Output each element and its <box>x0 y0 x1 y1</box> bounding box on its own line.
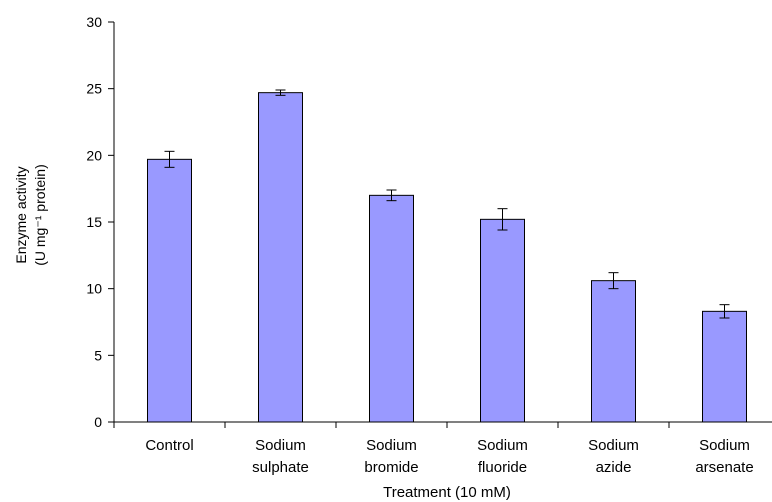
x-category-label-3-line-1: fluoride <box>478 459 527 476</box>
y-tick-label-6: 30 <box>86 14 102 30</box>
error-bar-4 <box>608 272 619 290</box>
x-category-label-5-line-0: Sodium <box>699 437 750 454</box>
x-category-label-4-line-1: azide <box>596 459 632 476</box>
x-category-label-2-line-1: bromide <box>364 459 418 476</box>
y-tick-label-4: 20 <box>86 147 102 163</box>
x-categories: Control Sodium sulphate Sodium bromide Sodium… <box>145 437 753 476</box>
error-bars <box>164 89 730 319</box>
y-axis-title: Enzyme activity (U mg⁻¹ protein) <box>13 164 48 266</box>
bar-0 <box>147 158 192 423</box>
y-tick-label-2: 10 <box>86 281 102 297</box>
bar-2 <box>369 194 414 423</box>
error-bar-5 <box>719 304 730 319</box>
bars <box>147 92 747 423</box>
y-tick-label-5: 25 <box>86 81 102 97</box>
error-bar-1 <box>275 89 286 96</box>
y-axis-title-line-1: Enzyme activity <box>13 166 29 263</box>
x-category-label-3-line-0: Sodium <box>477 437 528 454</box>
bar-3 <box>480 218 525 423</box>
x-category-label-0-line-0: Control <box>145 437 193 454</box>
x-category-label-2-line-0: Sodium <box>366 437 417 454</box>
bar-1 <box>258 92 303 423</box>
y-tick-label-0: 0 <box>94 414 102 430</box>
bar-5 <box>702 310 747 423</box>
bar-4 <box>591 280 636 423</box>
x-category-label-1-line-1: sulphate <box>252 459 309 476</box>
x-category-label-5-line-1: arsenate <box>695 459 753 476</box>
error-bar-3 <box>497 208 508 231</box>
error-bar-2 <box>386 189 397 202</box>
y-tick-label-1: 5 <box>94 347 102 363</box>
y-axis-title-line-2: (U mg⁻¹ protein) <box>32 164 48 266</box>
axes <box>113 22 772 428</box>
x-category-label-1-line-0: Sodium <box>255 437 306 454</box>
y-ticks: 0 5 10 15 20 25 30 <box>86 14 114 430</box>
x-axis-title: Treatment (10 mM) <box>383 484 511 501</box>
error-bar-0 <box>164 150 175 168</box>
x-category-label-4-line-0: Sodium <box>588 437 639 454</box>
y-tick-label-3: 15 <box>86 214 102 230</box>
